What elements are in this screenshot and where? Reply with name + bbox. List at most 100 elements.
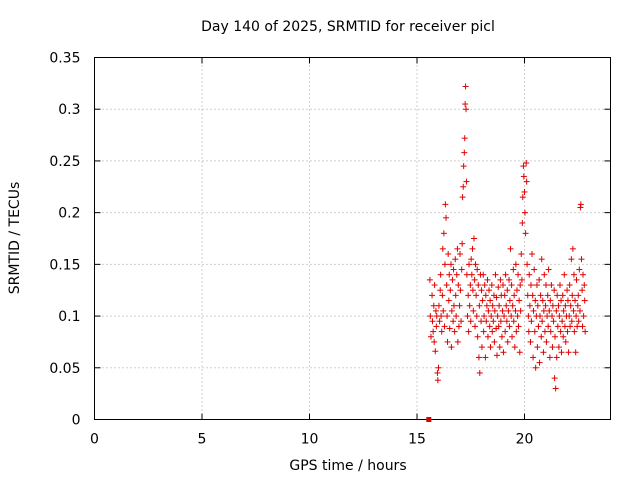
data-point (522, 230, 529, 237)
data-point (504, 287, 511, 294)
data-point (534, 344, 541, 351)
y-tick-label: 0.25 (49, 154, 80, 170)
data-point (457, 287, 464, 294)
chart-title: Day 140 of 2025, SRMTID for receiver pic… (201, 19, 495, 35)
data-point (566, 282, 573, 289)
data-point (455, 282, 462, 289)
data-point (490, 318, 497, 325)
y-tick-label: 0.35 (49, 51, 80, 67)
data-point (565, 349, 572, 356)
data-point (443, 282, 450, 289)
data-point (481, 282, 488, 289)
data-point (558, 349, 565, 356)
data-point (487, 344, 494, 351)
data-point (512, 307, 519, 314)
data-point (447, 261, 454, 268)
data-point (437, 271, 444, 278)
data-point (514, 313, 521, 320)
data-point (438, 313, 445, 320)
data-point (500, 282, 506, 289)
data-point (427, 333, 434, 340)
data-point (446, 325, 453, 332)
data-point (454, 245, 461, 252)
data-point (566, 313, 573, 320)
y-tick-label: 0.2 (58, 206, 80, 222)
data-point (473, 292, 480, 299)
data-point (429, 318, 436, 325)
data-point (432, 307, 439, 314)
data-point (564, 287, 571, 294)
data-point (469, 245, 476, 252)
data-point (480, 328, 487, 335)
data-point (564, 328, 571, 335)
data-point (581, 282, 588, 289)
data-point (576, 266, 583, 273)
data-point (436, 318, 443, 325)
data-point (572, 297, 579, 304)
data-point (551, 287, 558, 294)
data-point (533, 282, 540, 289)
data-point (494, 313, 501, 320)
data-point (489, 328, 496, 335)
data-point (492, 271, 499, 278)
data-point (549, 313, 556, 320)
data-point (438, 328, 445, 335)
data-point (571, 328, 578, 335)
data-point (472, 261, 479, 268)
data-point (556, 282, 563, 289)
data-point (568, 318, 575, 325)
data-point (553, 354, 560, 361)
data-point (510, 266, 517, 273)
data-point (516, 297, 523, 304)
data-point (532, 297, 539, 304)
points-layer (426, 83, 589, 422)
data-point (453, 313, 460, 320)
data-point (443, 214, 450, 221)
data-point (449, 276, 456, 283)
data-point (429, 292, 436, 299)
data-point (561, 271, 568, 278)
data-point (569, 245, 576, 252)
data-point (510, 318, 517, 325)
data-point (459, 240, 466, 247)
data-point (564, 297, 571, 304)
data-point (575, 292, 582, 299)
data-point (447, 287, 454, 294)
data-point (556, 313, 563, 320)
data-point (555, 344, 562, 351)
data-point (513, 328, 520, 335)
data-point (506, 323, 513, 330)
data-point (446, 271, 453, 278)
data-point (519, 194, 526, 201)
data-point (527, 338, 534, 345)
data-point (561, 323, 568, 330)
data-point (552, 333, 559, 340)
data-point (441, 261, 448, 268)
data-point (532, 364, 539, 371)
data-point (540, 349, 547, 356)
data-point (468, 271, 475, 278)
data-point (509, 333, 516, 340)
data-point (526, 271, 533, 278)
data-point (567, 323, 574, 330)
data-point (570, 271, 577, 278)
data-point (529, 251, 536, 258)
data-point (469, 287, 476, 294)
data-point (486, 287, 493, 294)
data-point (439, 245, 446, 252)
data-point (526, 302, 533, 309)
data-point (430, 302, 437, 309)
data-point (450, 266, 457, 273)
data-point (573, 313, 580, 320)
data-point (476, 302, 483, 309)
data-point (484, 276, 491, 283)
data-point (463, 106, 470, 113)
data-point (501, 313, 508, 320)
data-point (578, 256, 585, 263)
data-point (549, 302, 556, 309)
data-point (518, 276, 525, 283)
data-point (559, 292, 566, 299)
data-point (435, 302, 442, 309)
data-point (482, 292, 489, 299)
